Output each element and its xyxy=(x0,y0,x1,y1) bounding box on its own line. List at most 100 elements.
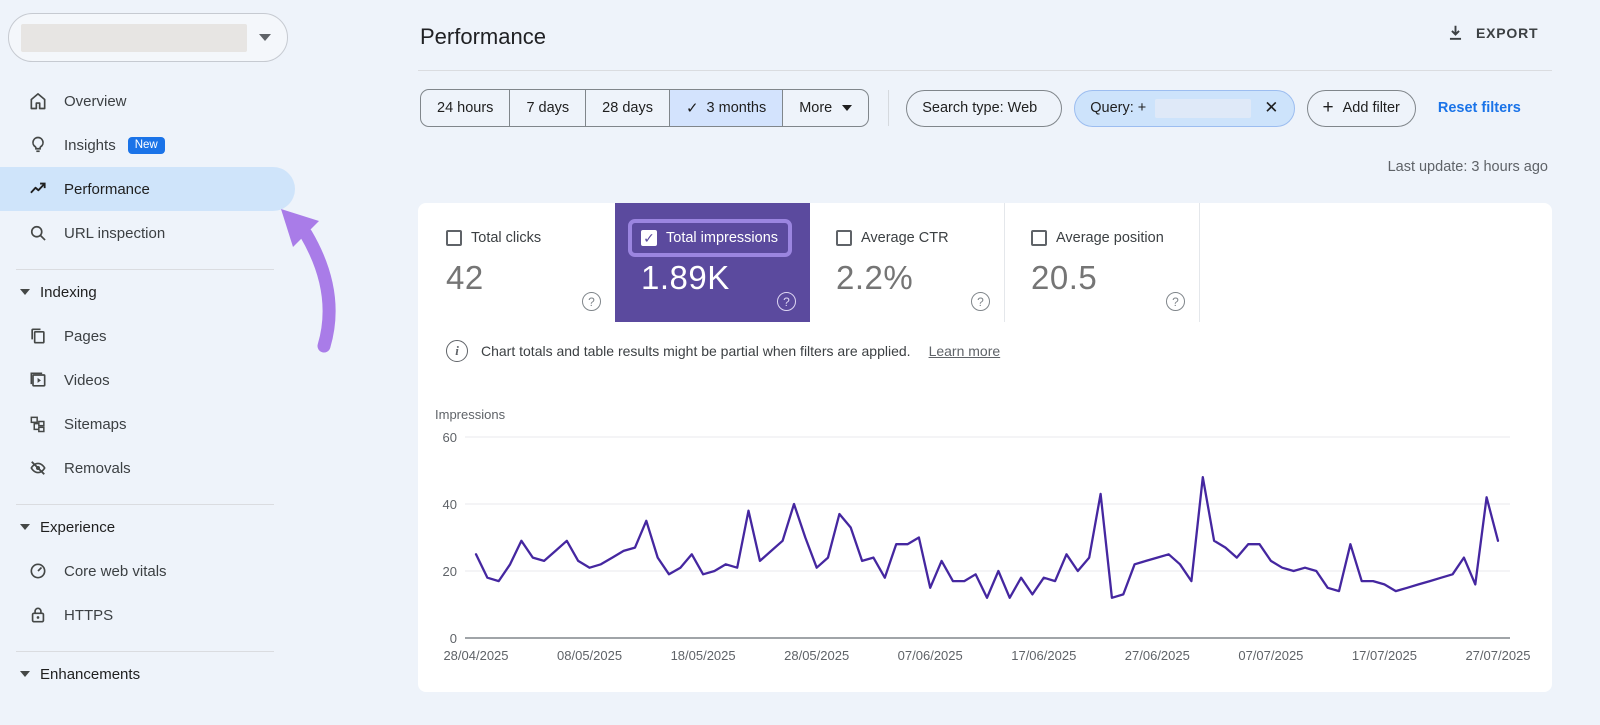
collapse-caret-icon xyxy=(20,289,30,295)
lightbulb-icon xyxy=(32,136,44,153)
property-name-redacted xyxy=(21,23,247,52)
metric-value: 2.2% xyxy=(836,259,914,296)
learn-more-link[interactable]: Learn more xyxy=(928,343,1001,359)
sidebar-item-label: Videos xyxy=(64,371,110,389)
gauge-icon xyxy=(30,563,46,579)
svg-text:17/07/2025: 17/07/2025 xyxy=(1352,648,1417,663)
svg-text:17/06/2025: 17/06/2025 xyxy=(1011,648,1076,663)
sidebar-item-label: Performance xyxy=(64,180,150,198)
sidebar-section-enhancements[interactable]: Enhancements xyxy=(0,652,300,696)
property-selector[interactable] xyxy=(8,13,288,62)
average-position-checkbox[interactable] xyxy=(1031,230,1047,246)
sidebar-divider xyxy=(16,504,274,505)
banner-text: Chart totals and table results might be … xyxy=(481,343,911,359)
sidebar-item-pages[interactable]: Pages xyxy=(0,314,295,358)
search-type-chip[interactable]: Search type: Web xyxy=(906,89,1063,127)
chip-label: Add filter xyxy=(1342,100,1400,116)
sidebar-nav: Overview Insights New Performance URL in… xyxy=(0,79,300,696)
sidebar-section-label: Experience xyxy=(40,518,116,536)
sidebar-divider xyxy=(16,269,274,270)
date-range-28-days[interactable]: 28 days xyxy=(585,90,669,126)
help-icon[interactable]: ? xyxy=(777,292,796,311)
metric-card-total-clicks[interactable]: Total clicks 42 ? xyxy=(420,203,615,322)
sidebar-item-removals[interactable]: Removals xyxy=(0,446,295,490)
metric-label: Average CTR xyxy=(861,230,949,246)
page-title: Performance xyxy=(420,24,546,49)
metric-label: Total impressions xyxy=(666,230,779,246)
sidebar-item-url-inspection[interactable]: URL inspection xyxy=(0,211,295,255)
sitemap-icon xyxy=(30,416,45,433)
sidebar-item-label: Core web vitals xyxy=(64,562,167,580)
svg-text:20: 20 xyxy=(443,564,457,579)
sidebar-item-overview[interactable]: Overview xyxy=(0,79,295,123)
sidebar-item-core-web-vitals[interactable]: Core web vitals xyxy=(0,549,295,593)
help-icon[interactable]: ? xyxy=(971,292,990,311)
metric-card-average-position[interactable]: Average position 20.5 ? xyxy=(1005,203,1200,322)
close-icon[interactable]: ✕ xyxy=(1264,98,1279,117)
filter-bar: 24 hours 7 days 28 days ✓ 3 months More … xyxy=(420,89,1521,127)
chevron-down-icon xyxy=(842,105,853,111)
svg-text:0: 0 xyxy=(450,631,457,646)
date-range-3-months[interactable]: ✓ 3 months xyxy=(668,90,783,126)
header-divider xyxy=(418,70,1552,71)
pages-icon xyxy=(31,328,45,344)
query-value-redacted xyxy=(1155,98,1252,118)
date-range-more[interactable]: More xyxy=(782,90,868,126)
download-icon xyxy=(1449,25,1462,40)
svg-text:07/07/2025: 07/07/2025 xyxy=(1238,648,1303,663)
sidebar-item-https[interactable]: HTTPS xyxy=(0,593,295,637)
segment-label: 7 days xyxy=(526,100,570,116)
search-icon xyxy=(30,225,46,241)
annotation-highlight-ring xyxy=(628,219,792,257)
total-impressions-checkbox[interactable]: ✓ xyxy=(641,230,657,246)
sidebar-item-label: Insights xyxy=(64,136,116,154)
sidebar-item-insights[interactable]: Insights New xyxy=(0,123,295,167)
metric-cards: Total clicks 42 ? ✓ Total impressions 1.… xyxy=(420,203,1200,322)
sidebar-section-label: Indexing xyxy=(40,283,97,301)
impressions-line-chart: Impressions 0 20 40 60 28/04/2025 08/05/2025 18… xyxy=(435,407,1531,663)
content-panel: Total clicks 42 ? ✓ Total impressions 1.… xyxy=(418,203,1552,692)
date-range-7-days[interactable]: 7 days xyxy=(509,90,585,126)
sidebar-item-label: URL inspection xyxy=(64,224,166,242)
reset-filters-link[interactable]: Reset filters xyxy=(1437,100,1521,116)
segment-label: 24 hours xyxy=(437,100,494,116)
svg-text:27/07/2025: 27/07/2025 xyxy=(1465,648,1530,663)
add-filter-chip[interactable]: + Add filter xyxy=(1306,89,1416,127)
date-range-24-hours[interactable]: 24 hours xyxy=(421,90,509,126)
help-icon[interactable]: ? xyxy=(1166,292,1185,311)
sidebar-item-label: Overview xyxy=(64,92,127,110)
segment-label: More xyxy=(799,100,833,116)
plus-icon: + xyxy=(1322,97,1334,118)
sidebar-item-label: HTTPS xyxy=(64,606,114,624)
svg-text:28/04/2025: 28/04/2025 xyxy=(443,648,508,663)
svg-text:07/06/2025: 07/06/2025 xyxy=(898,648,963,663)
average-ctr-checkbox[interactable] xyxy=(836,230,852,246)
check-icon: ✓ xyxy=(685,100,699,117)
export-button[interactable]: EXPORT xyxy=(1446,23,1538,42)
metric-card-total-impressions[interactable]: ✓ Total impressions 1.89K ? xyxy=(615,203,810,322)
query-filter-chip[interactable]: Query: + ✕ xyxy=(1074,89,1295,127)
impressions-chart: Impressions 0 20 40 60 28/04/2025 08/05/2025 18… xyxy=(435,403,1545,675)
sidebar-section-indexing[interactable]: Indexing xyxy=(0,270,300,314)
date-range-segmented-control: 24 hours 7 days 28 days ✓ 3 months More xyxy=(420,89,870,127)
metric-card-average-ctr[interactable]: Average CTR 2.2% ? xyxy=(810,203,1005,322)
sidebar-item-label: Removals xyxy=(64,459,131,477)
sidebar-item-sitemaps[interactable]: Sitemaps xyxy=(0,402,295,446)
svg-text:08/05/2025: 08/05/2025 xyxy=(557,648,622,663)
segment-label: 28 days xyxy=(602,100,653,116)
export-label: EXPORT xyxy=(1476,24,1539,41)
sidebar-item-performance[interactable]: Performance xyxy=(0,167,295,211)
svg-text:60: 60 xyxy=(443,430,457,445)
collapse-caret-icon xyxy=(20,671,30,677)
total-clicks-checkbox[interactable] xyxy=(446,230,462,246)
sidebar-item-videos[interactable]: Videos xyxy=(0,358,295,402)
help-icon[interactable]: ? xyxy=(582,292,601,311)
sidebar-item-label: Sitemaps xyxy=(64,415,127,433)
sidebar-divider xyxy=(16,651,274,652)
sidebar-section-experience[interactable]: Experience xyxy=(0,505,300,549)
new-badge: New xyxy=(127,136,165,154)
last-update-text: Last update: 3 hours ago xyxy=(1387,159,1548,175)
collapse-caret-icon xyxy=(20,524,30,530)
metric-value: 1.89K xyxy=(641,259,730,296)
chevron-down-icon xyxy=(259,34,271,41)
